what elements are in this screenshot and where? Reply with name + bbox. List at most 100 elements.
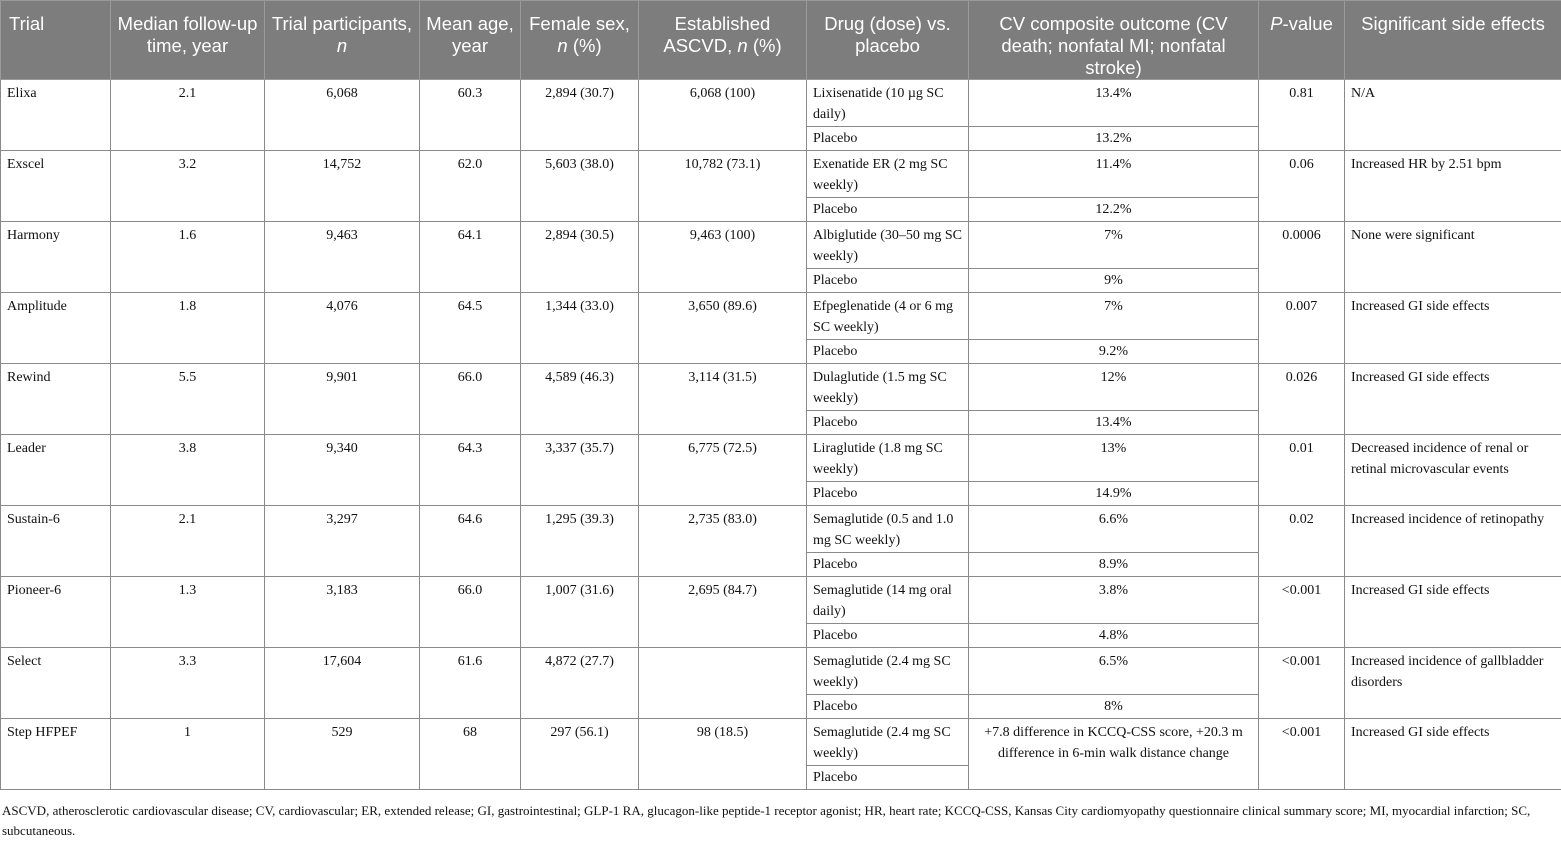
followup-cell: 2.1 [110,79,265,151]
ascvd-cell: 6,775 (72.5) [638,434,807,506]
drug-outcome-cell: 11.4% [968,150,1259,198]
header-ascvd-text: Established ASCVD, [663,13,771,56]
placebo-cell: Placebo [806,339,969,364]
participants-cell: 9,340 [264,434,420,506]
age-cell: 64.5 [419,292,521,364]
trial-row-drug: Elixa 2.1 6,068 60.3 2,894 (30.7) 6,068 … [0,79,1561,151]
header-ascvd-n: n [737,35,748,56]
female-cell: 1,007 (31.6) [520,576,639,648]
followup-cell: 5.5 [110,363,265,435]
trial-name: Amplitude [0,292,111,364]
drug-cell: Semaglutide (14 mg oral daily) [806,576,969,624]
ascvd-cell: 98 (18.5) [638,718,807,790]
pvalue-cell: 0.01 [1258,434,1345,506]
trial-name: Select [0,647,111,719]
age-cell: 68 [419,718,521,790]
placebo-outcome-cell: 13.4% [968,410,1259,435]
followup-cell: 1.3 [110,576,265,648]
followup-cell: 1.8 [110,292,265,364]
header-ascvd-pct: (%) [747,35,782,56]
drug-outcome-cell: 13.4% [968,79,1259,127]
female-cell: 5,603 (38.0) [520,150,639,222]
placebo-outcome-cell: 4.8% [968,623,1259,648]
drug-cell: Liraglutide (1.8 mg SC weekly) [806,434,969,482]
drug-cell: Semaglutide (2.4 mg SC weekly) [806,718,969,766]
trial-row-drug: Step HFPEF 1 529 68 297 (56.1) 98 (18.5)… [0,718,1561,790]
trial-row-placebo: Placebo 12.2% [1,197,1561,222]
drug-outcome-cell: 7% [968,292,1259,340]
side-effects-cell: N/A [1344,79,1561,151]
placebo-cell: Placebo [806,481,969,506]
trial-row-placebo: Placebo 8.9% [1,552,1561,577]
placebo-cell: Placebo [806,552,969,577]
trial-row-placebo: Placebo [1,765,1561,790]
outcome-cell: +7.8 difference in KCCQ-CSS score, +20.3… [968,718,1259,790]
ascvd-cell: 3,114 (31.5) [638,363,807,435]
female-cell: 297 (56.1) [520,718,639,790]
drug-outcome-cell: 7% [968,221,1259,269]
ascvd-cell: 10,782 (73.1) [638,150,807,222]
pvalue-cell: 0.007 [1258,292,1345,364]
age-cell: 64.6 [419,505,521,577]
trial-name: Leader [0,434,111,506]
participants-cell: 529 [264,718,420,790]
header-female-pct: (%) [567,35,602,56]
followup-cell: 3.8 [110,434,265,506]
drug-cell: Lixisenatide (10 µg SC daily) [806,79,969,127]
trial-row-placebo: Placebo 8% [1,694,1561,719]
side-effects-cell: None were significant [1344,221,1561,293]
trial-row-drug: Amplitude 1.8 4,076 64.5 1,344 (33.0) 3,… [0,292,1561,364]
header-female: Female sex, n (%) [520,0,639,80]
drug-cell: Semaglutide (0.5 and 1.0 mg SC weekly) [806,505,969,553]
participants-cell: 17,604 [264,647,420,719]
age-cell: 61.6 [419,647,521,719]
participants-cell: 9,901 [264,363,420,435]
trial-row-drug: Harmony 1.6 9,463 64.1 2,894 (30.5) 9,46… [0,221,1561,293]
side-effects-cell: Increased incidence of retinopathy [1344,505,1561,577]
header-participants-text: Trial participants, [271,13,413,34]
age-cell: 66.0 [419,576,521,648]
header-ascvd: Established ASCVD, n (%) [638,0,807,80]
trial-row-drug: Leader 3.8 9,340 64.3 3,337 (35.7) 6,775… [0,434,1561,506]
side-effects-cell: Increased GI side effects [1344,718,1561,790]
drug-outcome-cell: 3.8% [968,576,1259,624]
pvalue-cell: 0.06 [1258,150,1345,222]
followup-cell: 1 [110,718,265,790]
participants-cell: 3,183 [264,576,420,648]
trial-row-drug: Exscel 3.2 14,752 62.0 5,603 (38.0) 10,7… [0,150,1561,222]
placebo-cell: Placebo [806,268,969,293]
trial-name: Sustain-6 [0,505,111,577]
ascvd-cell [638,647,807,719]
pvalue-cell: <0.001 [1258,576,1345,648]
pvalue-cell: <0.001 [1258,718,1345,790]
header-age: Mean age, year [419,0,521,80]
placebo-cell: Placebo [806,694,969,719]
female-cell: 2,894 (30.7) [520,79,639,151]
header-row: Trial Median follow-up time, year Trial … [0,0,1561,80]
header-pvalue: P-value [1258,0,1345,80]
drug-cell: Albiglutide (30–50 mg SC weekly) [806,221,969,269]
trial-name: Elixa [0,79,111,151]
placebo-outcome-cell: 13.2% [968,126,1259,151]
trial-name: Rewind [0,363,111,435]
pvalue-cell: 0.026 [1258,363,1345,435]
pvalue-cell: 0.81 [1258,79,1345,151]
side-effects-cell: Increased HR by 2.51 bpm [1344,150,1561,222]
drug-outcome-cell: 6.5% [968,647,1259,695]
header-p-rest: -value [1282,13,1333,34]
trial-row-drug: Pioneer-6 1.3 3,183 66.0 1,007 (31.6) 2,… [0,576,1561,648]
followup-cell: 2.1 [110,505,265,577]
placebo-cell: Placebo [806,410,969,435]
side-effects-cell: Increased incidence of gallbladder disor… [1344,647,1561,719]
drug-outcome-cell: 12% [968,363,1259,411]
age-cell: 62.0 [419,150,521,222]
drug-cell: Efpeglenatide (4 or 6 mg SC weekly) [806,292,969,340]
drug-cell: Exenatide ER (2 mg SC weekly) [806,150,969,198]
placebo-outcome-cell: 8.9% [968,552,1259,577]
header-drug: Drug (dose) vs. placebo [806,0,969,80]
pvalue-cell: <0.001 [1258,647,1345,719]
header-trial: Trial [0,0,111,80]
header-female-text: Female sex, [529,13,630,34]
trial-name: Step HFPEF [0,718,111,790]
followup-cell: 3.2 [110,150,265,222]
